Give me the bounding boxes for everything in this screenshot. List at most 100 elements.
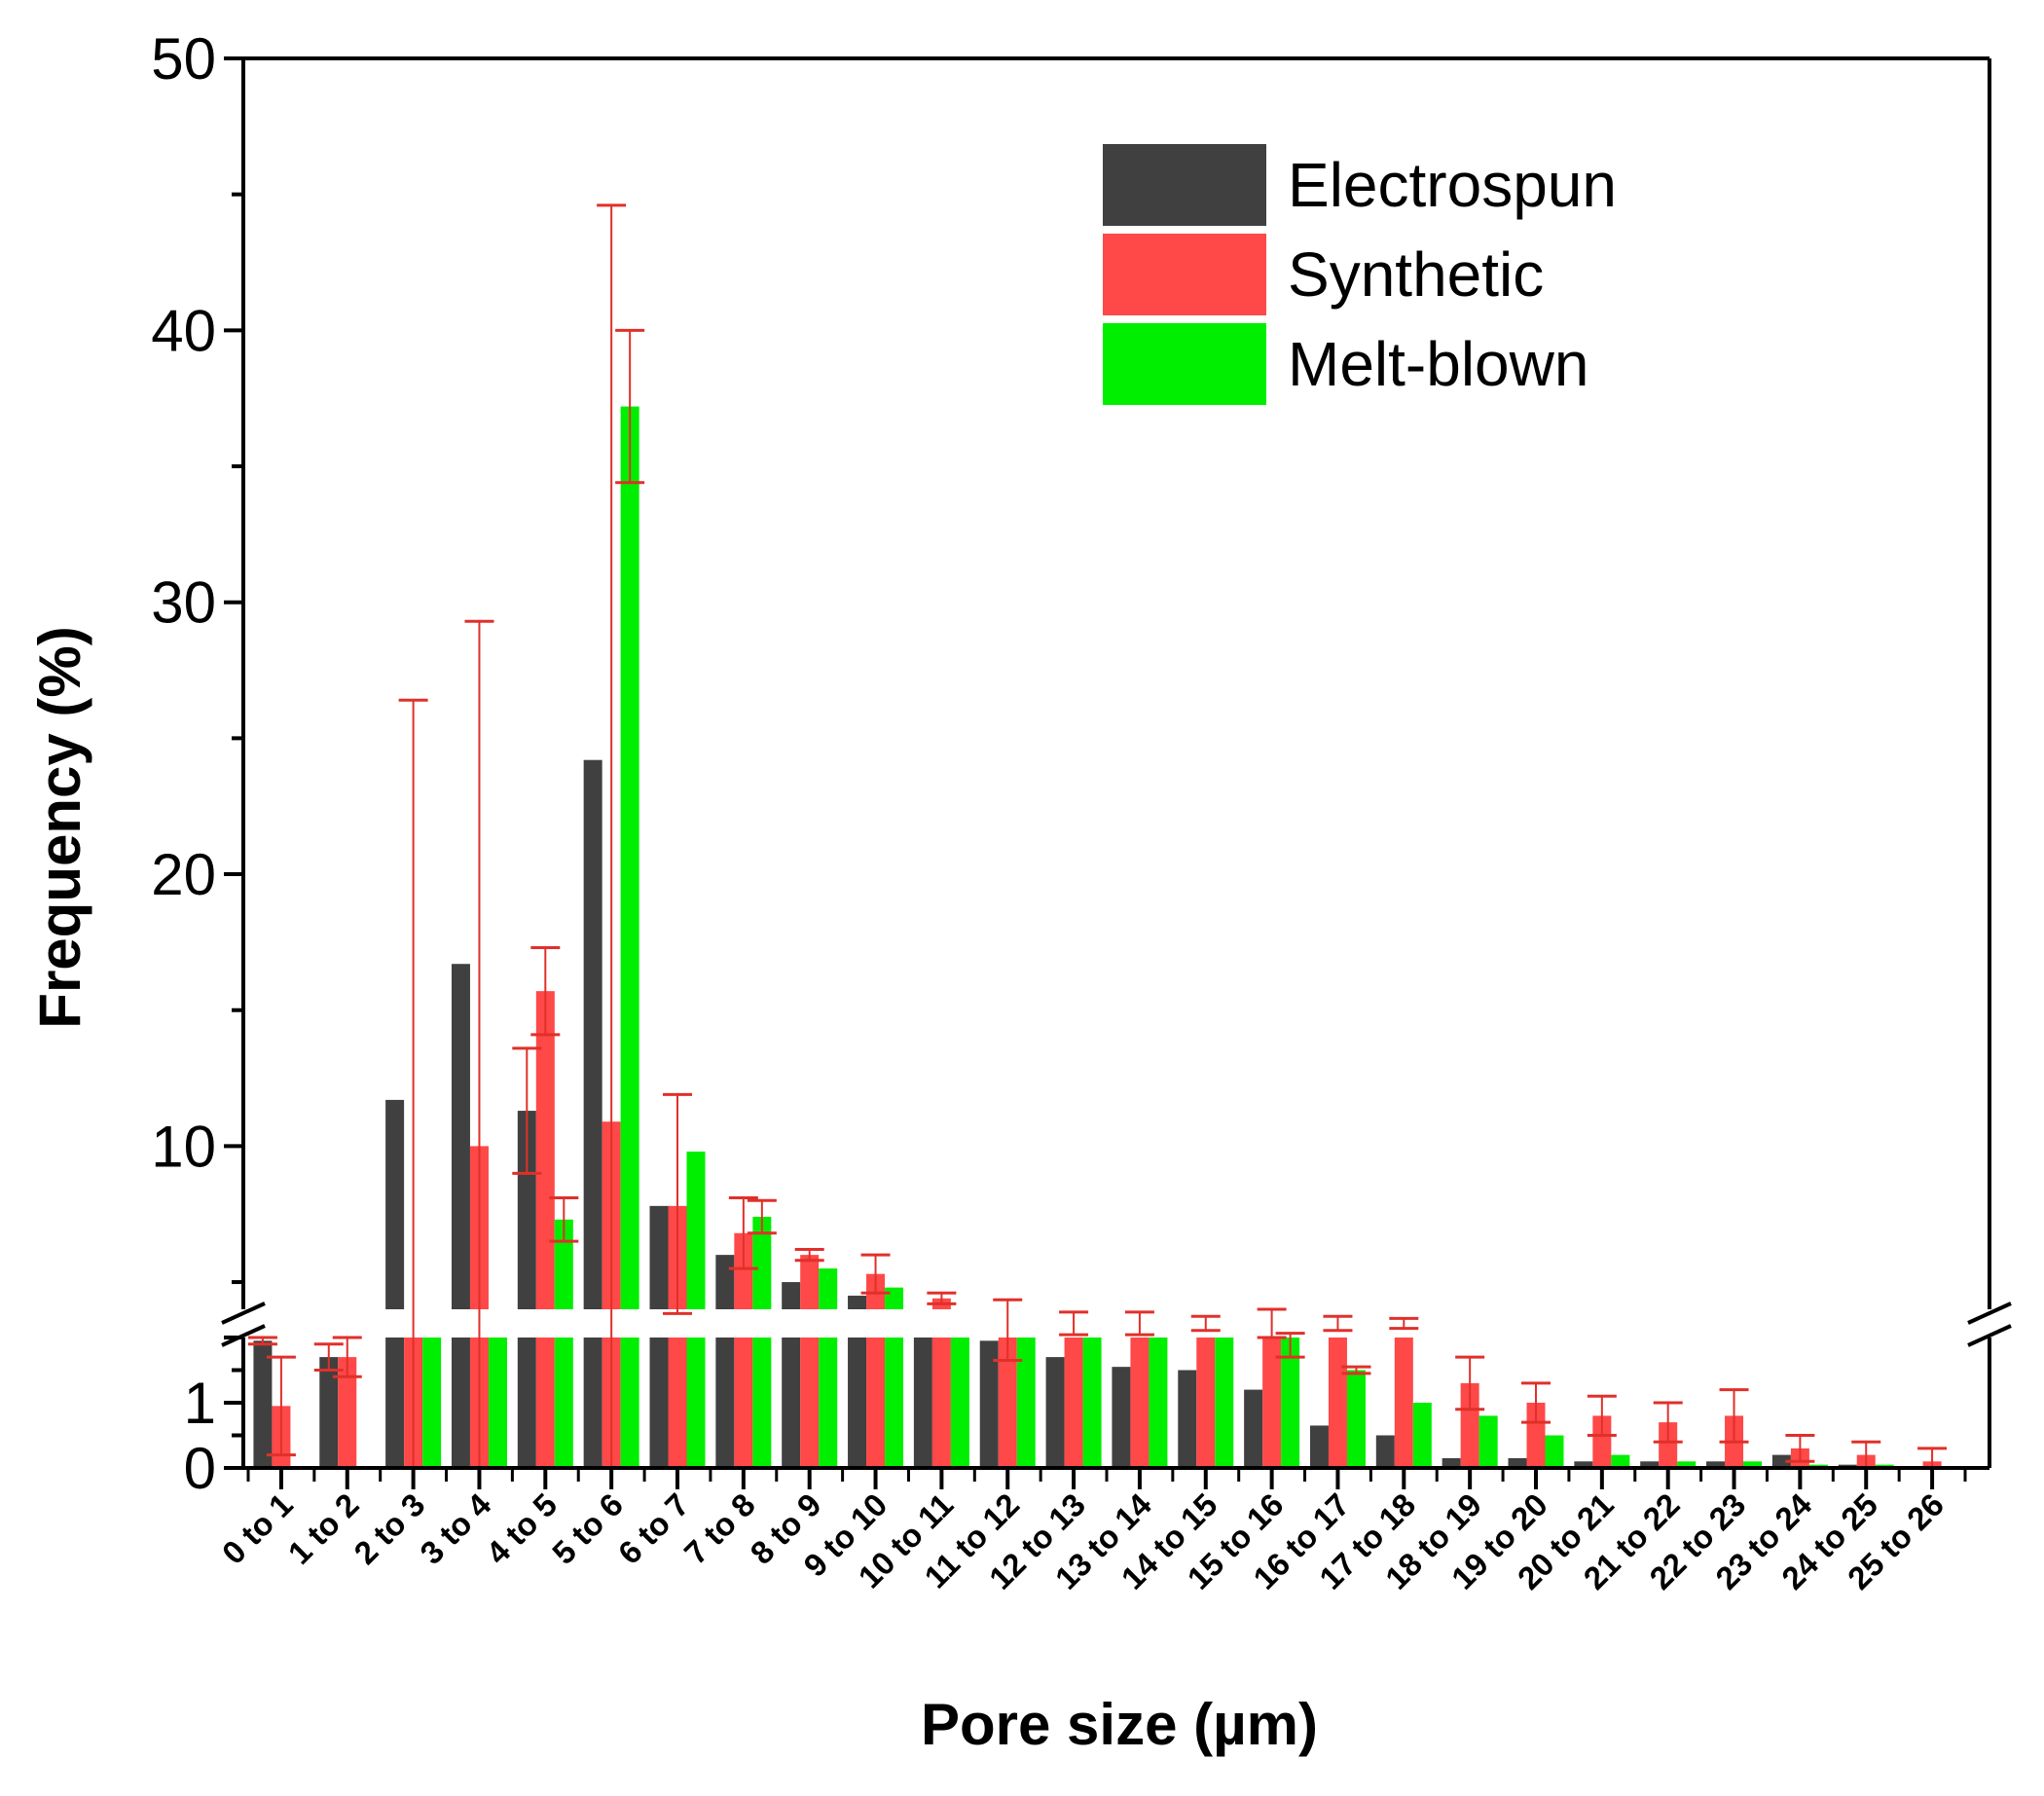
bar — [800, 1255, 820, 1309]
bar — [649, 1205, 669, 1309]
bar — [998, 1338, 1017, 1468]
bar — [800, 1338, 820, 1468]
bar — [1215, 1338, 1234, 1468]
axis-break-mark — [221, 1301, 266, 1325]
axis-break-mark — [1967, 1301, 2012, 1325]
bar — [1281, 1338, 1300, 1468]
bar — [931, 1338, 951, 1468]
legend-label: Synthetic — [1288, 239, 1544, 310]
y-tick-label: 1 — [184, 1371, 216, 1436]
bar — [848, 1296, 867, 1309]
bar — [1064, 1338, 1083, 1468]
bar — [1328, 1338, 1347, 1468]
bar — [782, 1282, 801, 1309]
bar — [715, 1255, 735, 1309]
bar — [583, 1338, 602, 1468]
bar — [422, 1338, 442, 1468]
bar — [1460, 1382, 1479, 1468]
legend-swatch — [1103, 144, 1266, 226]
bar — [752, 1338, 772, 1468]
bar — [1045, 1357, 1065, 1468]
y-tick-label: 30 — [151, 570, 216, 636]
bar — [1545, 1435, 1564, 1468]
bar — [1611, 1454, 1630, 1468]
error-bars-layer — [247, 203, 1948, 1470]
bar — [1130, 1338, 1150, 1468]
bar — [649, 1338, 669, 1468]
bar — [752, 1217, 772, 1309]
bar — [451, 964, 470, 1309]
bar — [1196, 1338, 1216, 1468]
bars-layer — [253, 406, 1942, 1468]
y-axis-title: Frequency (%) — [27, 626, 92, 1028]
bar — [517, 1338, 536, 1468]
bar — [686, 1338, 706, 1468]
y-tick-label: 50 — [151, 26, 216, 92]
bar — [1508, 1457, 1527, 1468]
bar — [913, 1338, 932, 1468]
bar — [1478, 1415, 1498, 1468]
bar — [866, 1338, 886, 1468]
bar — [253, 1340, 273, 1468]
bar — [620, 406, 639, 1310]
bar — [1149, 1338, 1168, 1468]
x-axis-title: Pore size (µm) — [921, 1692, 1318, 1757]
bar — [1346, 1370, 1366, 1468]
bar — [734, 1338, 753, 1468]
bar — [1659, 1422, 1678, 1468]
bar — [715, 1338, 735, 1468]
bar — [1592, 1415, 1612, 1468]
bar — [583, 759, 602, 1309]
bar — [1706, 1461, 1726, 1468]
bar — [1178, 1370, 1197, 1468]
bar — [1244, 1389, 1263, 1468]
bar — [1677, 1461, 1697, 1468]
bar — [1016, 1338, 1036, 1468]
bar — [848, 1338, 867, 1468]
bar — [517, 1111, 536, 1309]
bar — [819, 1268, 838, 1309]
bar — [1262, 1338, 1282, 1468]
bar — [1640, 1461, 1660, 1468]
bar — [668, 1338, 687, 1468]
bar — [819, 1338, 838, 1468]
bar — [1309, 1425, 1329, 1468]
axis-break-mark — [1967, 1324, 2012, 1347]
bar — [1442, 1457, 1461, 1468]
bar — [1771, 1454, 1791, 1468]
bar — [319, 1357, 339, 1468]
bar — [686, 1151, 706, 1309]
bar — [885, 1287, 904, 1309]
bar — [1574, 1461, 1593, 1468]
bar — [734, 1232, 753, 1309]
bar — [1112, 1367, 1131, 1468]
bar — [1412, 1403, 1432, 1468]
y-tick-label: 40 — [151, 298, 216, 363]
bar — [338, 1357, 357, 1468]
bar — [451, 1338, 470, 1468]
legend-label: Melt-blown — [1288, 329, 1588, 399]
legend: Electrospun Synthetic Melt-blown — [1103, 144, 1617, 405]
legend-label: Electrospun — [1288, 150, 1617, 220]
legend-swatch — [1103, 323, 1266, 405]
bar — [554, 1338, 573, 1468]
bar — [488, 1338, 507, 1468]
bar — [782, 1338, 801, 1468]
bar — [885, 1338, 904, 1468]
bar — [1526, 1403, 1546, 1468]
y-tick-label: 0 — [184, 1436, 216, 1501]
legend-swatch — [1103, 234, 1266, 315]
y-tick-label: 10 — [151, 1114, 216, 1179]
bar — [620, 1338, 639, 1468]
bar — [1394, 1338, 1413, 1468]
bar — [979, 1340, 999, 1468]
bar — [1375, 1435, 1395, 1468]
bar — [535, 991, 555, 1309]
bar — [385, 1338, 405, 1468]
bar — [1743, 1461, 1763, 1468]
y-tick-label: 20 — [151, 842, 216, 907]
bar — [385, 1099, 405, 1309]
bar — [1082, 1338, 1102, 1468]
bar — [535, 1338, 555, 1468]
